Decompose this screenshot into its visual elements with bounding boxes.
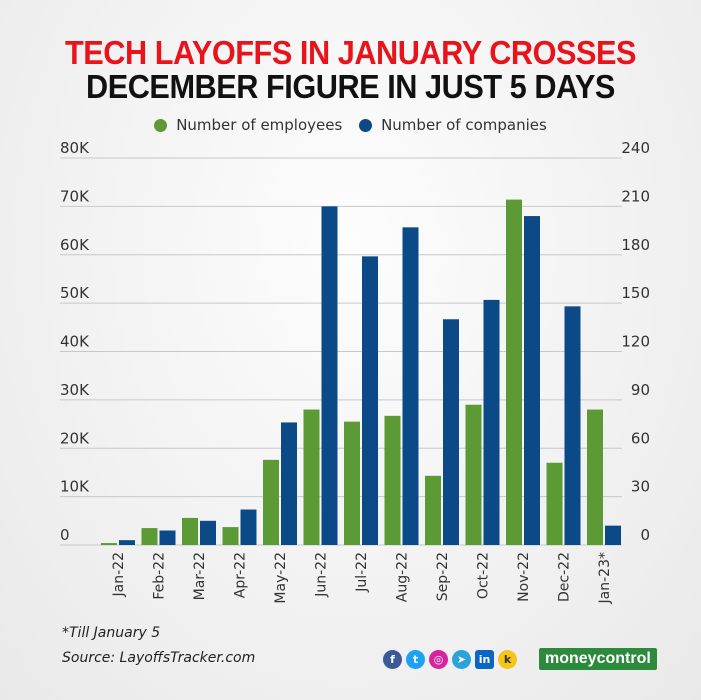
- facebook-icon[interactable]: f: [383, 650, 402, 669]
- bar-companies: [362, 256, 378, 545]
- bar-employees: [303, 409, 320, 545]
- bar-employees: [101, 543, 117, 545]
- legend-label-companies: Number of companies: [381, 116, 547, 134]
- x-tick-label: Dec-22: [557, 552, 573, 602]
- legend-swatch-companies: [359, 118, 373, 132]
- bar-companies: [564, 306, 581, 545]
- bar-companies: [281, 422, 297, 545]
- bar-chart: 0 0 10K 30 20K 60 30K 90 40K 120 50K 150 60K 180 70K 21…: [60, 139, 650, 604]
- footnote: *Till January 5: [62, 625, 161, 641]
- right-tick-label: 210: [621, 187, 650, 205]
- bar-employees: [587, 409, 603, 545]
- left-tick-label: 70K: [60, 187, 90, 205]
- x-tick-label: Jul-22: [354, 552, 370, 593]
- x-tick-label: Sep-22: [435, 552, 451, 601]
- instagram-icon[interactable]: ◎: [429, 650, 448, 669]
- x-tick-label: Jan-23*: [597, 552, 613, 604]
- telegram-icon[interactable]: ➤: [452, 650, 471, 669]
- x-tick-label: Apr-22: [233, 552, 249, 598]
- legend-label-employees: Number of employees: [176, 116, 343, 134]
- x-tick-label: Aug-22: [395, 552, 411, 602]
- bar-employees: [344, 421, 360, 545]
- bar-companies: [240, 509, 257, 545]
- bar-employees: [465, 404, 482, 545]
- legend-swatch-employees: [154, 118, 168, 132]
- bar-companies: [483, 299, 500, 545]
- right-tick-label: 90: [631, 381, 650, 399]
- social-icons: f t ◎ ➤ in k: [383, 650, 517, 669]
- bar-employees: [222, 527, 239, 545]
- bar-companies: [321, 206, 338, 545]
- bar-employees: [384, 415, 401, 545]
- bar-companies: [200, 520, 216, 545]
- x-tick-label: Mar-22: [192, 552, 208, 600]
- moneycontrol-logo: moneycontrol: [539, 648, 657, 670]
- title-line-1: TECH LAYOFFS IN JANUARY CROSSES: [64, 34, 637, 71]
- bar-employees: [182, 517, 198, 545]
- source: Source: LayoffsTracker.com: [62, 650, 256, 666]
- x-tick-label: Feb-22: [152, 552, 168, 600]
- right-tick-label: 30: [631, 478, 650, 496]
- bar-employees: [141, 528, 158, 545]
- bar-companies: [402, 227, 419, 545]
- left-tick-label: 40K: [60, 333, 90, 351]
- right-tick-label: 60: [631, 429, 650, 447]
- left-tick-label: 10K: [60, 478, 90, 496]
- legend-item-companies: Number of companies: [359, 116, 547, 134]
- x-tick-label: May-22: [273, 552, 289, 604]
- koo-icon[interactable]: k: [498, 650, 517, 669]
- bar-employees: [263, 459, 279, 545]
- x-tick-label: Nov-22: [516, 552, 532, 602]
- left-tick-label: 0: [60, 526, 70, 544]
- right-tick-label: 150: [621, 284, 650, 302]
- right-tick-label: 0: [640, 526, 650, 544]
- x-tick-label: Jan-22: [111, 552, 127, 597]
- bar-employees: [425, 475, 441, 545]
- bar-companies: [443, 319, 459, 545]
- right-tick-label: 240: [621, 139, 650, 157]
- x-tick-label: Jun-22: [314, 552, 330, 598]
- bar-employees: [546, 462, 563, 545]
- twitter-icon[interactable]: t: [406, 650, 425, 669]
- title-line-2: DECEMBER FIGURE IN JUST 5 DAYS: [86, 68, 615, 105]
- x-tick-label: Oct-22: [476, 552, 492, 599]
- bar-companies: [605, 525, 621, 545]
- bar-companies: [524, 216, 540, 546]
- left-tick-label: 80K: [60, 139, 90, 157]
- left-tick-label: 50K: [60, 284, 90, 302]
- right-tick-label: 120: [621, 333, 650, 351]
- linkedin-icon[interactable]: in: [475, 650, 494, 669]
- right-tick-label: 180: [621, 236, 650, 254]
- left-tick-label: 30K: [60, 381, 90, 399]
- bar-companies: [119, 540, 135, 545]
- bar-employees: [506, 199, 522, 546]
- left-tick-label: 20K: [60, 429, 90, 447]
- legend-item-employees: Number of employees: [154, 116, 342, 134]
- legend: Number of employees Number of companies: [0, 116, 701, 136]
- left-tick-label: 60K: [60, 236, 90, 254]
- bar-companies: [159, 530, 176, 545]
